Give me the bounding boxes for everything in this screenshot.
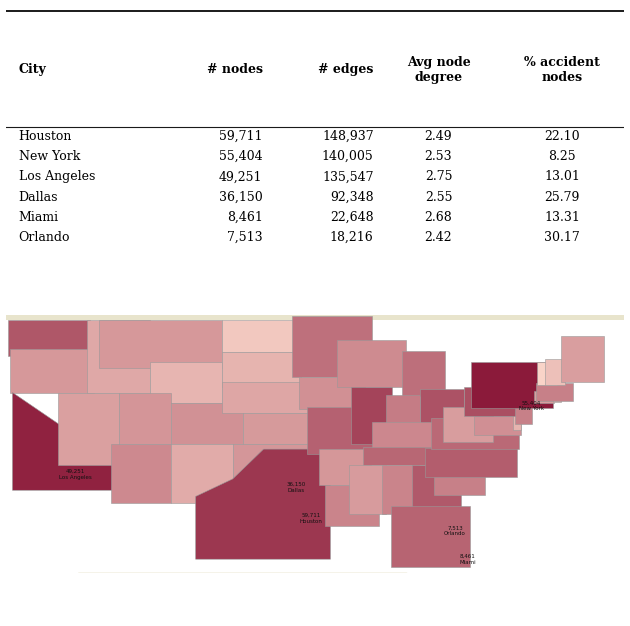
Polygon shape [513,415,521,429]
Polygon shape [120,393,171,444]
Polygon shape [171,444,232,503]
Text: 18,216: 18,216 [330,231,374,244]
Polygon shape [86,321,151,393]
Polygon shape [336,340,406,387]
Text: 36,150: 36,150 [219,190,263,203]
Polygon shape [474,416,521,434]
Polygon shape [537,362,557,385]
Text: 2.49: 2.49 [425,130,452,143]
Polygon shape [386,394,420,436]
Text: 8,461
Miami: 8,461 Miami [459,554,476,565]
Text: 55,404
New York: 55,404 New York [518,401,544,411]
Text: 135,547: 135,547 [322,170,374,183]
Polygon shape [349,464,386,514]
Polygon shape [546,359,565,385]
Text: # nodes: # nodes [207,63,263,76]
Polygon shape [112,444,171,503]
Polygon shape [464,387,524,416]
Polygon shape [412,464,461,512]
Text: 148,937: 148,937 [322,130,374,143]
Text: Houston: Houston [19,130,72,143]
Polygon shape [307,407,375,454]
Text: 8.25: 8.25 [548,150,576,163]
Text: Avg node
degree: Avg node degree [406,56,471,84]
Polygon shape [8,321,89,356]
Polygon shape [6,259,624,321]
Polygon shape [471,362,553,408]
Text: 59,711: 59,711 [219,130,263,143]
Text: 49,251: 49,251 [219,170,263,183]
Polygon shape [515,399,532,424]
Polygon shape [434,463,485,495]
Polygon shape [99,321,222,368]
Polygon shape [443,407,493,442]
Polygon shape [319,449,370,485]
Polygon shape [364,447,453,464]
Text: 55,404: 55,404 [219,150,263,163]
Polygon shape [536,383,573,401]
Text: 7,513
Orlando: 7,513 Orlando [444,526,466,536]
Text: 2.55: 2.55 [425,190,452,203]
Polygon shape [222,321,299,352]
Polygon shape [391,506,471,567]
Polygon shape [403,351,445,396]
Polygon shape [382,464,419,514]
Text: 2.75: 2.75 [425,170,452,183]
Polygon shape [372,423,450,449]
Polygon shape [534,391,554,403]
Polygon shape [222,382,312,413]
Text: 8,461: 8,461 [227,211,263,224]
Polygon shape [171,403,243,444]
Polygon shape [232,444,321,479]
Polygon shape [11,349,94,393]
Text: Miami: Miami [19,211,59,224]
Text: 49,251
Los Angeles: 49,251 Los Angeles [59,469,92,480]
Text: % accident
nodes: % accident nodes [524,56,600,84]
Text: 13.31: 13.31 [544,211,580,224]
Text: City: City [19,63,47,76]
Text: Los Angeles: Los Angeles [19,170,95,183]
Text: 13.01: 13.01 [544,170,580,183]
Text: 22.10: 22.10 [544,130,580,143]
Text: 2.42: 2.42 [425,231,452,244]
Text: 25.79: 25.79 [544,190,580,203]
Polygon shape [78,573,408,619]
Text: # edges: # edges [318,63,374,76]
Text: 30.17: 30.17 [544,231,580,244]
Polygon shape [292,316,372,377]
Polygon shape [243,413,319,444]
Text: 140,005: 140,005 [322,150,374,163]
Text: 2.68: 2.68 [425,211,452,224]
Polygon shape [420,389,464,429]
Text: 7,513: 7,513 [227,231,263,244]
Polygon shape [151,362,222,403]
Polygon shape [13,393,118,490]
Text: 36,150
Dallas: 36,150 Dallas [287,482,306,493]
Text: 59,711
Houston: 59,711 Houston [300,513,323,524]
Text: Dallas: Dallas [19,190,58,203]
Polygon shape [299,377,365,409]
Text: New York: New York [19,150,80,163]
Polygon shape [425,448,517,477]
Text: 92,348: 92,348 [330,190,374,203]
Polygon shape [325,485,379,526]
Polygon shape [553,393,561,402]
Polygon shape [196,449,331,559]
Polygon shape [351,387,392,444]
Text: 22,648: 22,648 [330,211,374,224]
Polygon shape [432,418,518,449]
Polygon shape [58,393,120,464]
Text: 2.53: 2.53 [425,150,452,163]
Polygon shape [222,352,301,387]
Polygon shape [561,336,604,382]
Text: Orlando: Orlando [19,231,70,244]
